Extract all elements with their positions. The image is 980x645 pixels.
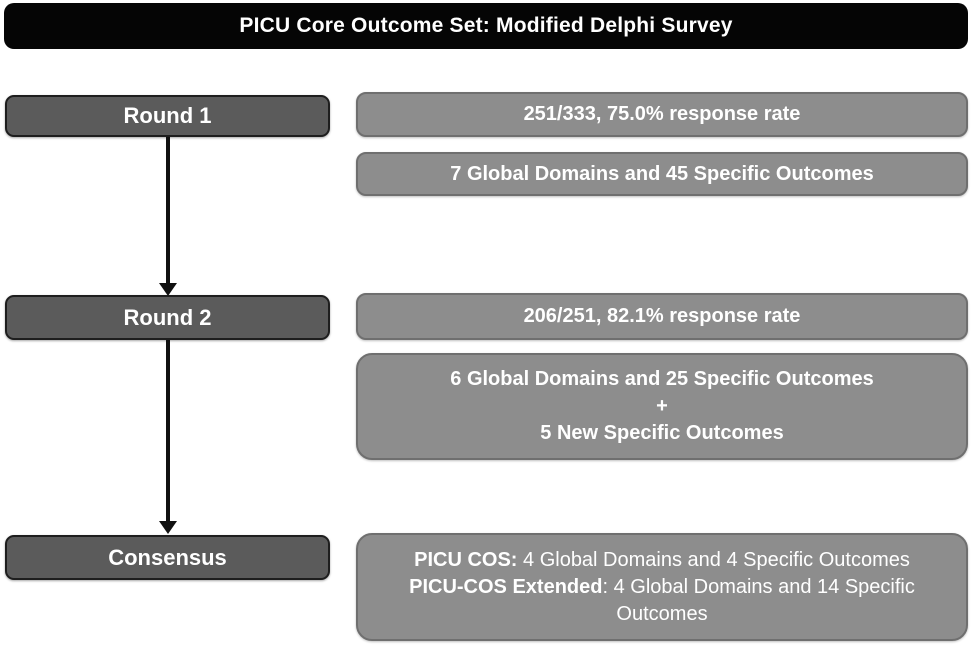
result-box-round1-response-rate: 251/333, 75.0% response rate xyxy=(356,92,968,137)
round2-outcomes-line3: 5 New Specific Outcomes xyxy=(540,422,784,444)
flow-arrow-round1-to-round2-line xyxy=(166,137,170,284)
result-box-round1-outcomes: 7 Global Domains and 45 Specific Outcome… xyxy=(356,152,968,196)
stage-label-round-2: Round 2 xyxy=(123,304,212,330)
figure-title: PICU Core Outcome Set: Modified Delphi S… xyxy=(239,14,733,37)
round2-outcomes-plus-sign: + xyxy=(656,395,668,417)
flow-arrow-round2-to-consensus-arrowhead-icon xyxy=(159,521,177,534)
picu-cos-text: 4 Global Domains and 4 Specific Outcomes xyxy=(517,548,910,571)
round2-outcomes-line1: 6 Global Domains and 25 Specific Outcome… xyxy=(450,368,874,390)
figure-title-bar: PICU Core Outcome Set: Modified Delphi S… xyxy=(4,3,968,49)
stage-box-consensus: Consensus xyxy=(5,535,330,580)
flow-arrow-round2-to-consensus-line xyxy=(166,340,170,522)
picu-cos-label: PICU COS: xyxy=(414,548,518,571)
result-box-consensus-outcomes: PICU COS: 4 Global Domains and 4 Specifi… xyxy=(356,533,968,641)
picu-cos-extended-label: PICU-COS Extended xyxy=(409,575,603,598)
consensus-outcomes-text: PICU COS: 4 Global Domains and 4 Specifi… xyxy=(382,547,942,628)
picu-cos-extended-text: : 4 Global Domains and 14 Specific Outco… xyxy=(602,575,915,625)
round2-response-rate-text: 206/251, 82.1% response rate xyxy=(523,305,801,327)
round1-response-rate-text: 251/333, 75.0% response rate xyxy=(523,103,801,125)
flow-arrow-round1-to-round2-arrowhead-icon xyxy=(159,283,177,296)
stage-label-consensus: Consensus xyxy=(108,544,227,570)
stage-label-round-1: Round 1 xyxy=(123,103,212,128)
round1-outcomes-text: 7 Global Domains and 45 Specific Outcome… xyxy=(450,162,874,185)
result-box-round2-outcomes: 6 Global Domains and 25 Specific Outcome… xyxy=(356,353,968,460)
stage-box-round-1: Round 1 xyxy=(5,95,330,137)
stage-box-round-2: Round 2 xyxy=(5,295,330,340)
result-box-round2-response-rate: 206/251, 82.1% response rate xyxy=(356,293,968,340)
